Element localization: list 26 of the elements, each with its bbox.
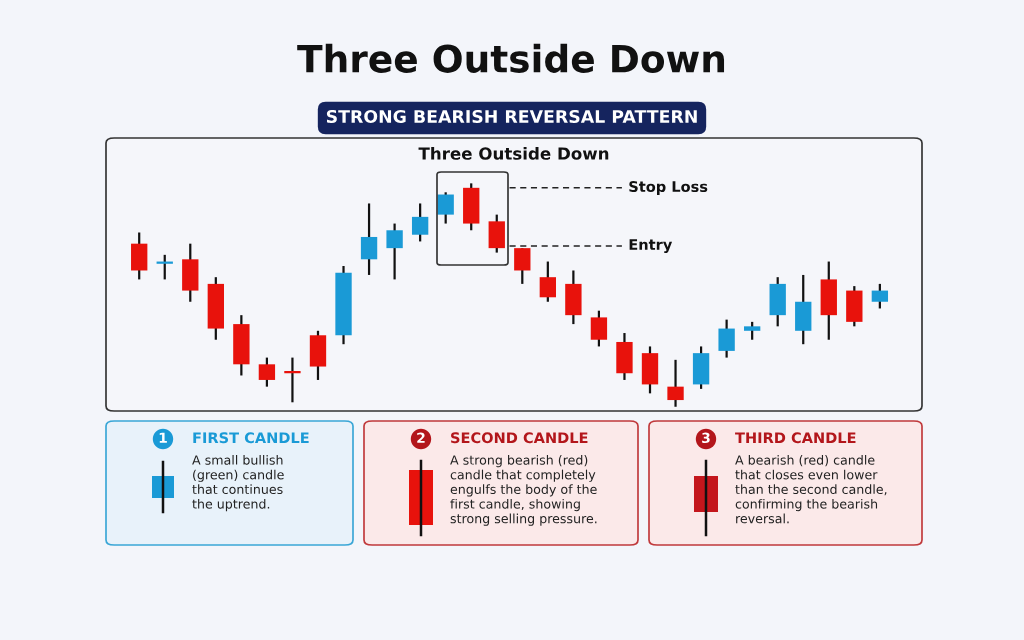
ref-line-label: Stop Loss — [629, 181, 708, 195]
text: 2 — [417, 432, 425, 443]
ref-line-label: Entry — [629, 239, 673, 253]
text: A small bullish (green) candle that continues the uptrend. — [192, 455, 284, 512]
text: 1 — [159, 432, 167, 443]
text: Three Outside Down — [418, 146, 609, 160]
text: 3 — [702, 432, 710, 444]
candlestick — [514, 247, 531, 285]
text: A bearish (red) candle that closes even lower than the second candle, confirming the bearish reversal. — [735, 455, 887, 524]
candlestick — [667, 358, 684, 408]
text: FIRST CANDLE — [193, 432, 309, 444]
candlestick — [360, 202, 378, 277]
chart-title: Three Outside Down — [297, 43, 725, 73]
text: SECOND CANDLE — [451, 432, 588, 444]
candlestick — [411, 202, 429, 243]
candlestick — [284, 356, 301, 404]
candlestick — [539, 260, 557, 303]
candlestick — [386, 222, 403, 281]
candlestick — [258, 356, 276, 388]
chart-subtitle: STRONG BEARISH REVERSAL PATTERN — [326, 109, 697, 124]
candlestick — [718, 318, 735, 359]
text: A strong bearish (red) candle that completely engulfs the body of the first candle, showing strong selling pressure. — [450, 455, 597, 526]
candlestick — [437, 191, 454, 225]
candlestick — [590, 309, 608, 348]
text: THIRD CANDLE — [735, 432, 856, 444]
candlestick — [871, 282, 889, 310]
